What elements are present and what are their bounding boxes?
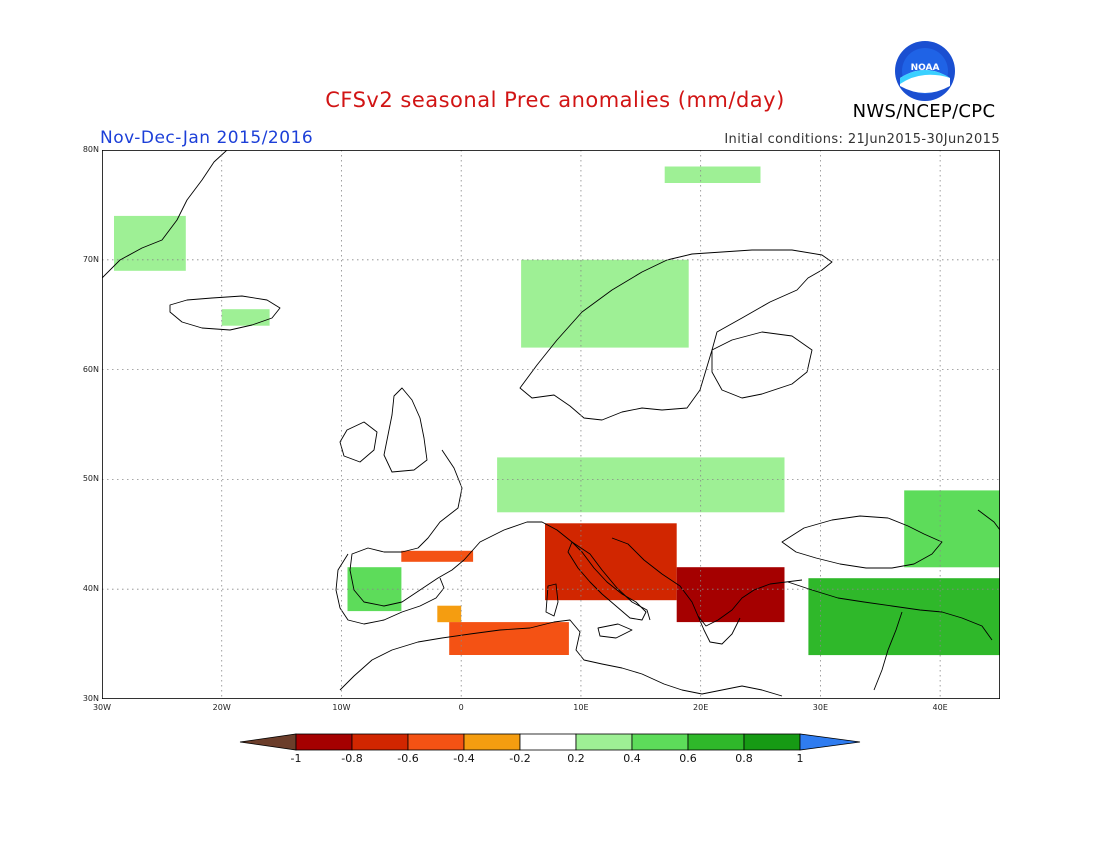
anomaly-region-10: [449, 622, 569, 655]
coastline-turkey: [787, 581, 993, 641]
lat-tick-label: 30N: [82, 694, 99, 703]
lat-tick-label: 40N: [82, 584, 99, 594]
lon-tick-label: 20W: [212, 703, 231, 712]
colorbar-arrow-low: [239, 733, 297, 751]
lat-tick-label: 70N: [82, 254, 99, 264]
colorbar-segment: [631, 733, 689, 751]
lon-tick-label: 20E: [693, 703, 709, 712]
anomaly-region-4: [497, 457, 785, 513]
anomaly-region-7: [808, 578, 1000, 656]
lat-tick-label: 60N: [82, 364, 99, 374]
colorbar-tick-label: 0.8: [735, 752, 753, 765]
lat-tick-label: 80N: [82, 145, 99, 154]
chart-title: CFSv2 seasonal Prec anomalies (mm/day): [325, 88, 785, 112]
colorbar-segment: [351, 733, 409, 751]
noaa-logo: NOAA: [895, 41, 955, 101]
anomaly-region-2: [521, 259, 689, 348]
colorbar-segment: [463, 733, 521, 751]
lon-tick-label: 30E: [812, 703, 828, 712]
coastline-scandinavia: [519, 249, 833, 421]
coastline-balkans: [611, 537, 803, 627]
forecast-period: Nov-Dec-Jan 2015/2016: [100, 128, 314, 148]
colorbar-tick-label: -1: [290, 752, 302, 765]
colorbar-segment: [295, 733, 353, 751]
coastline-west-europe: [349, 449, 651, 621]
graticule-layer: [102, 150, 1000, 699]
colorbar-tick-label: -0.8: [341, 752, 363, 765]
colorbar-tick-label: 0.6: [679, 752, 697, 765]
coastline-iberia: [335, 553, 445, 625]
initial-conditions: Initial conditions: 21Jun2015-30Jun2015: [724, 132, 1000, 147]
colorbar-tick-label: -0.6: [397, 752, 419, 765]
lon-tick-label: 10W: [332, 703, 351, 712]
lon-tick-label: 30W: [92, 703, 112, 712]
coastline-sardinia: [545, 583, 559, 617]
coastline-iceland: [169, 295, 281, 331]
map-panel: [101, 149, 1001, 700]
coastline-italy: [567, 541, 647, 621]
coastline-black-sea: [781, 515, 943, 569]
lon-tick-label: 0: [458, 703, 464, 712]
colorbar-segment: [687, 733, 745, 751]
coastline-sicily: [597, 623, 633, 639]
anomaly-region-6: [904, 490, 1000, 568]
lon-tick-label: 10E: [573, 703, 589, 712]
colorbar-tick-label: 1: [796, 752, 804, 765]
colorbar-tick-label: 0.4: [623, 752, 641, 765]
coastline-levant: [873, 611, 903, 691]
anomaly-region-11: [545, 523, 677, 601]
anomaly-region-0: [114, 215, 186, 271]
coastline-britain: [383, 387, 428, 473]
anomaly-layer: [114, 166, 1000, 656]
lat-tick-label: 50N: [82, 474, 99, 484]
anomaly-region-12: [676, 567, 785, 623]
colorbar-arrow-high: [799, 733, 861, 751]
lon-tick-label: 40E: [932, 703, 948, 712]
anomaly-region-9: [437, 605, 462, 623]
anomaly-region-3: [664, 166, 761, 183]
colorbar-tick-label: -0.2: [509, 752, 531, 765]
colorbar-tick-label: -0.4: [453, 752, 475, 765]
colorbar-tick-label: 0.2: [567, 752, 585, 765]
coastline-north-africa: [339, 619, 783, 697]
precip-anomaly-map: [101, 149, 1001, 700]
coastline-ireland: [339, 421, 378, 463]
colorbar: [239, 733, 861, 751]
coastline-finland: [711, 331, 813, 399]
colorbar-segment: [743, 733, 801, 751]
coastline-layer: [102, 150, 1000, 697]
coastline-greece: [697, 615, 741, 645]
colorbar-segment: [575, 733, 633, 751]
colorbar-segment: [407, 733, 465, 751]
coastline-greenland: [102, 150, 228, 279]
anomaly-region-8: [401, 550, 474, 562]
anomaly-region-1: [221, 309, 270, 326]
logo-text: NOAA: [911, 63, 940, 73]
colorbar-segment: [519, 733, 577, 751]
coastline-caspian: [977, 509, 1000, 531]
agency-label: NWS/NCEP/CPC: [852, 101, 996, 122]
